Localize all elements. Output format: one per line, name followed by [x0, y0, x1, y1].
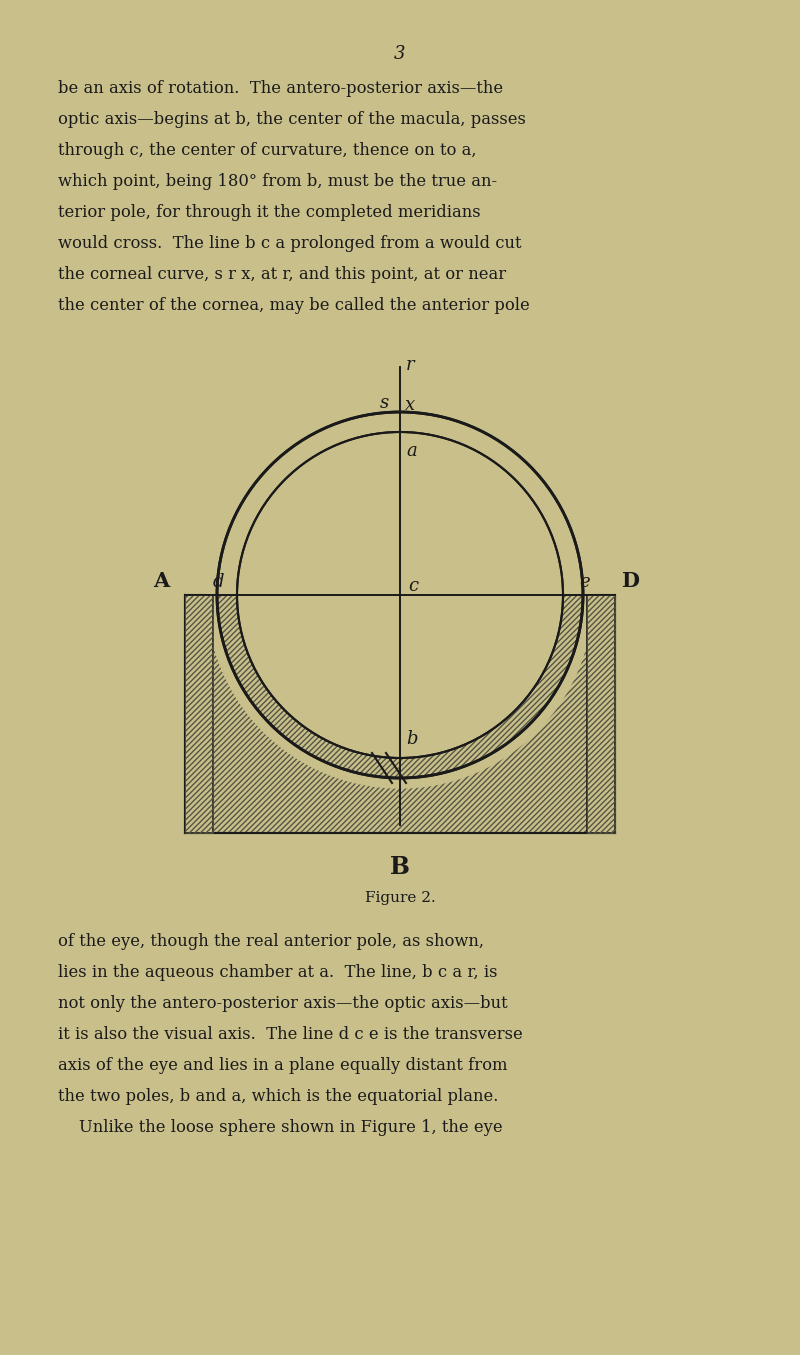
Bar	[587, 595, 615, 833]
Text: be an axis of rotation.  The antero-posterior axis—the: be an axis of rotation. The antero-poste…	[58, 80, 503, 98]
Bar	[185, 595, 213, 833]
Text: not only the antero-posterior axis—the optic axis—but: not only the antero-posterior axis—the o…	[58, 995, 508, 1012]
Text: a: a	[406, 442, 417, 459]
Text: axis of the eye and lies in a plane equally distant from: axis of the eye and lies in a plane equa…	[58, 1057, 507, 1075]
Text: 3: 3	[394, 45, 406, 62]
Text: r: r	[406, 356, 414, 374]
Text: s: s	[380, 394, 390, 412]
Text: of the eye, though the real anterior pole, as shown,: of the eye, though the real anterior pol…	[58, 934, 484, 950]
Text: terior pole, for through it the completed meridians: terior pole, for through it the complete…	[58, 205, 481, 221]
Text: through c, the center of curvature, thence on to a,: through c, the center of curvature, then…	[58, 142, 477, 159]
Text: A: A	[153, 570, 170, 591]
Text: the two poles, b and a, which is the equatorial plane.: the two poles, b and a, which is the equ…	[58, 1088, 498, 1104]
Text: Figure 2.: Figure 2.	[365, 892, 435, 905]
Text: optic axis—begins at b, the center of the macula, passes: optic axis—begins at b, the center of th…	[58, 111, 526, 127]
Text: e: e	[579, 573, 590, 591]
Text: D: D	[621, 570, 639, 591]
Text: x: x	[405, 396, 415, 415]
Text: the corneal curve, s r x, at r, and this point, at or near: the corneal curve, s r x, at r, and this…	[58, 266, 506, 283]
Text: d: d	[213, 573, 225, 591]
Text: lies in the aqueous chamber at a.  The line, b c a r, is: lies in the aqueous chamber at a. The li…	[58, 963, 498, 981]
Text: b: b	[406, 730, 418, 748]
Text: B: B	[390, 855, 410, 879]
Text: Unlike the loose sphere shown in Figure 1, the eye: Unlike the loose sphere shown in Figure …	[58, 1119, 502, 1135]
Text: which point, being 180° from b, must be the true an-: which point, being 180° from b, must be …	[58, 173, 497, 190]
Text: c: c	[408, 577, 418, 595]
Bar	[587, 595, 615, 833]
Text: would cross.  The line b c a prolonged from a would cut: would cross. The line b c a prolonged fr…	[58, 234, 522, 252]
Text: it is also the visual axis.  The line d c e is the transverse: it is also the visual axis. The line d c…	[58, 1026, 522, 1043]
Bar	[185, 595, 615, 833]
Bar	[185, 595, 213, 833]
Circle shape	[207, 402, 593, 789]
Polygon shape	[217, 595, 583, 778]
Bar	[185, 595, 615, 833]
Text: the center of the cornea, may be called the anterior pole: the center of the cornea, may be called …	[58, 297, 530, 314]
